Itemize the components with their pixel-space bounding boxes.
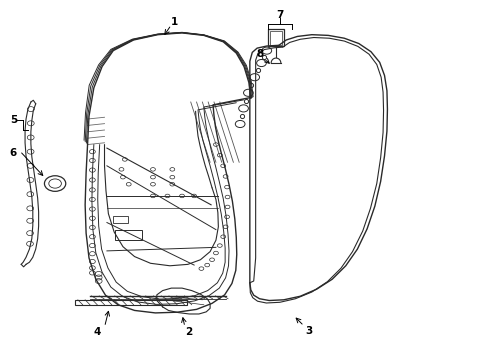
Text: 6: 6 bbox=[10, 148, 17, 158]
Text: 4: 4 bbox=[94, 327, 101, 337]
Bar bbox=[270, 31, 282, 45]
Text: 8: 8 bbox=[256, 49, 263, 59]
Text: 1: 1 bbox=[171, 17, 178, 27]
Text: 5: 5 bbox=[10, 115, 17, 125]
Bar bbox=[113, 216, 128, 222]
Text: 3: 3 bbox=[306, 326, 313, 336]
Bar bbox=[75, 300, 187, 305]
Bar bbox=[268, 29, 284, 46]
Bar bbox=[115, 230, 142, 240]
Text: 2: 2 bbox=[185, 327, 192, 337]
Text: 7: 7 bbox=[277, 10, 284, 20]
